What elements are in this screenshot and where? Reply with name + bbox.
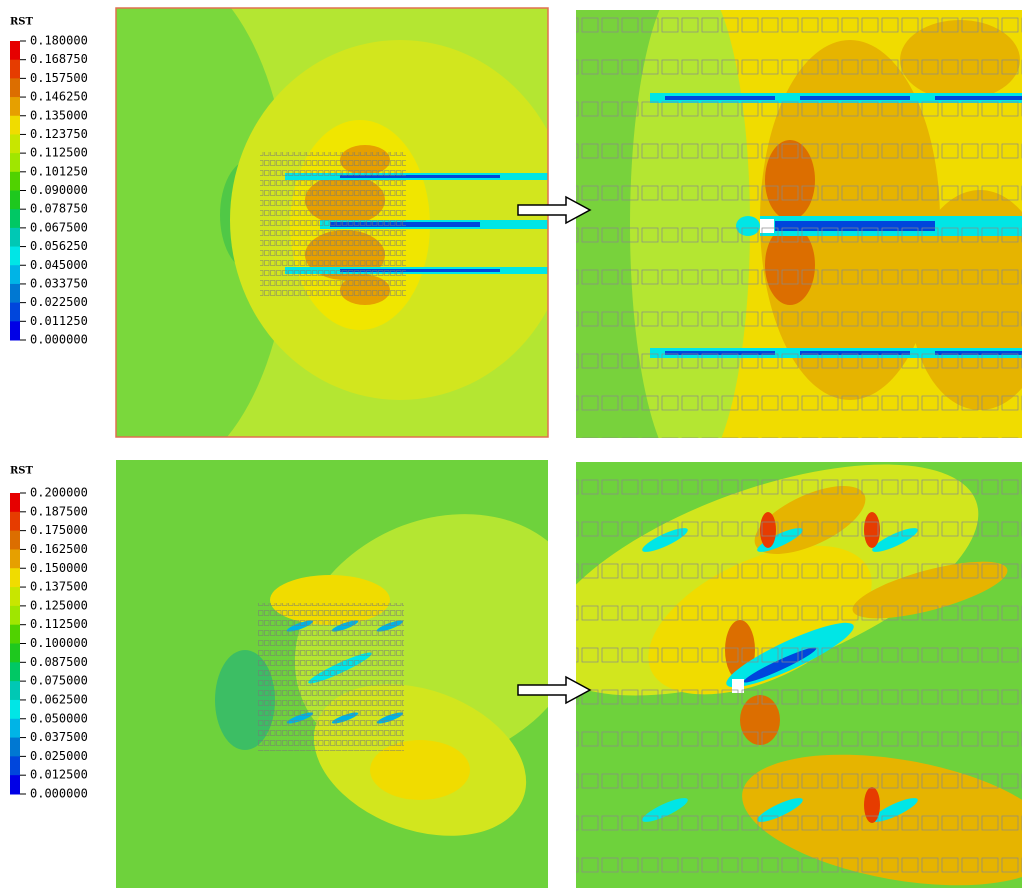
contour-plot [576,10,1022,438]
legend-label: 0.012500 [30,768,88,782]
legend-label: 0.101250 [30,164,88,178]
legend-swatch [10,209,20,229]
legend-label: 0.162500 [30,542,88,556]
legend-swatch [10,681,20,701]
legend-swatch [10,718,20,739]
legend-swatch [10,756,20,776]
contour-plot [116,460,548,888]
legend-label: 0.022500 [30,295,88,309]
legend-label: 0.033750 [30,276,88,290]
legend-swatch [10,643,20,663]
legend-label: 0.062500 [30,692,88,706]
legend-label: 0.025000 [30,749,88,763]
legend-swatch [10,97,20,117]
legend-swatch [10,737,20,757]
legend-label: 0.075000 [30,674,88,688]
legend-label: 0.180000 [30,34,88,48]
legend-swatch [10,246,20,266]
legend-label: 0.150000 [30,561,88,575]
legend-swatch [10,153,20,173]
legend-swatch [10,549,20,569]
legend-label: 0.168750 [30,52,88,66]
legend-title: RST [10,17,34,28]
legend-swatch [10,134,20,154]
legend-swatch [10,662,20,682]
legend-label: 0.187500 [30,504,88,518]
legend-label: 0.050000 [30,711,88,725]
contour-region [576,462,1022,888]
contour-plot [576,462,1022,888]
legend-label: 0.000000 [30,333,88,347]
legend-label: 0.137500 [30,580,88,594]
legend-label: 0.056250 [30,239,88,253]
legend-swatch [10,78,20,98]
contour-region [258,603,404,751]
legend-swatch [10,624,20,644]
legend-swatch [10,511,20,532]
legend-label: 0.135000 [30,108,88,122]
contour-region [340,175,500,178]
legend-label: 0.112500 [30,146,88,160]
legend-swatch [10,530,20,550]
legend-label: 0.123750 [30,127,88,141]
legend-swatch [10,59,20,79]
legend-label: 0.100000 [30,636,88,650]
legend-swatch [10,171,20,191]
legend-swatch [10,227,20,248]
contour-region [370,740,470,800]
legend-swatch [10,321,20,341]
legend-swatch [10,190,20,210]
legend-swatch [10,302,20,322]
legend-label: 0.175000 [30,523,88,537]
legend-swatch [10,605,20,626]
legend-label: 0.157500 [30,71,88,85]
legend-label: 0.011250 [30,314,88,328]
legend-label: 0.146250 [30,90,88,104]
legend-swatch [10,699,20,720]
legend-label: 0.045000 [30,258,88,272]
legend-swatch [10,568,20,588]
contour-region [260,152,406,300]
arrow [517,195,592,705]
legend-label: 0.090000 [30,183,88,197]
legend-label: 0.078750 [30,202,88,216]
legend-label: 0.112500 [30,617,88,631]
legend-label: 0.067500 [30,220,88,234]
legend-swatch [10,587,20,607]
legend-label: 0.000000 [30,787,88,801]
legend-swatch [10,115,20,135]
legend-label: 0.087500 [30,655,88,669]
legend-swatch [10,493,20,513]
legend-label: 0.037500 [30,730,88,744]
legend-swatch [10,265,20,285]
legend-title: RST [10,466,34,477]
contour-plot [116,8,548,437]
legend-label: 0.200000 [30,486,88,500]
legend-label: 0.125000 [30,598,88,612]
legend-swatch [10,41,20,61]
plot-border [115,7,549,438]
contour-region [576,10,1022,438]
legend-swatch [10,283,20,304]
contour-region [116,8,290,437]
contour-region [340,269,500,272]
legend-swatch [10,775,20,795]
